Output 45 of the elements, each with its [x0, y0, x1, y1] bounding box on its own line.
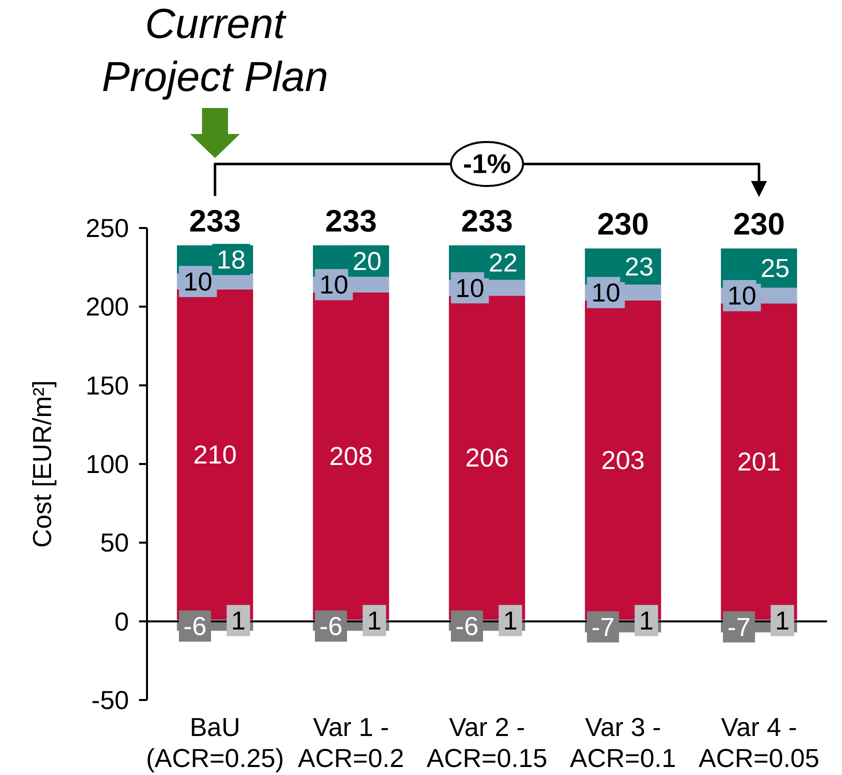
- data-label: 22: [488, 248, 518, 278]
- data-label: 10: [319, 270, 348, 300]
- data-label: 10: [455, 272, 484, 303]
- data-label: 201: [737, 446, 781, 477]
- data-label: 206: [465, 442, 509, 473]
- data-label: 1: [639, 606, 654, 636]
- y-tick-label: 100: [86, 449, 129, 479]
- y-tick-label: 50: [100, 528, 129, 558]
- total-label: 233: [189, 203, 241, 238]
- x-tick-label: Var 1 - ACR=0.2: [298, 712, 404, 773]
- data-label: 208: [329, 441, 373, 472]
- data-label: -6: [183, 611, 207, 642]
- data-label: 23: [624, 252, 654, 282]
- y-tick-label: 200: [86, 292, 129, 322]
- total-label: 233: [461, 203, 513, 238]
- y-tick-label: 250: [86, 213, 129, 243]
- data-label: 1: [231, 606, 246, 636]
- y-tick-label: -50: [91, 685, 129, 715]
- data-label: -7: [591, 612, 615, 642]
- data-label: 10: [727, 280, 756, 311]
- data-label: 10: [183, 266, 212, 296]
- x-tick-label: Var 4 - ACR=0.05: [698, 712, 820, 773]
- data-label: 10: [591, 278, 620, 308]
- x-tick-label: BaU (ACR=0.25): [146, 712, 284, 773]
- data-label: -7: [727, 612, 751, 642]
- data-label: 1: [367, 606, 382, 636]
- x-tick-label: Var 3 - ACR=0.1: [570, 712, 676, 773]
- y-tick-label: 0: [114, 606, 129, 636]
- total-label: 230: [597, 206, 649, 242]
- data-label: 1: [503, 606, 518, 636]
- total-label: 233: [325, 203, 377, 238]
- y-axis-title: Cost [EUR/m²]: [27, 380, 57, 548]
- data-label: 25: [760, 253, 790, 284]
- data-label: 18: [216, 244, 246, 274]
- data-label: 20: [352, 246, 382, 276]
- text: Current Project Plan: [102, 0, 328, 100]
- x-tick-label: Var 2 - ACR=0.15: [426, 712, 548, 773]
- data-label: -6: [319, 611, 343, 642]
- y-tick-label: 150: [86, 370, 129, 400]
- data-label: -6: [455, 611, 479, 642]
- total-label: 230: [733, 206, 785, 242]
- data-label: 203: [601, 445, 645, 476]
- data-label: 210: [193, 440, 237, 470]
- data-label: 1: [775, 606, 790, 636]
- text: -1%: [462, 149, 512, 179]
